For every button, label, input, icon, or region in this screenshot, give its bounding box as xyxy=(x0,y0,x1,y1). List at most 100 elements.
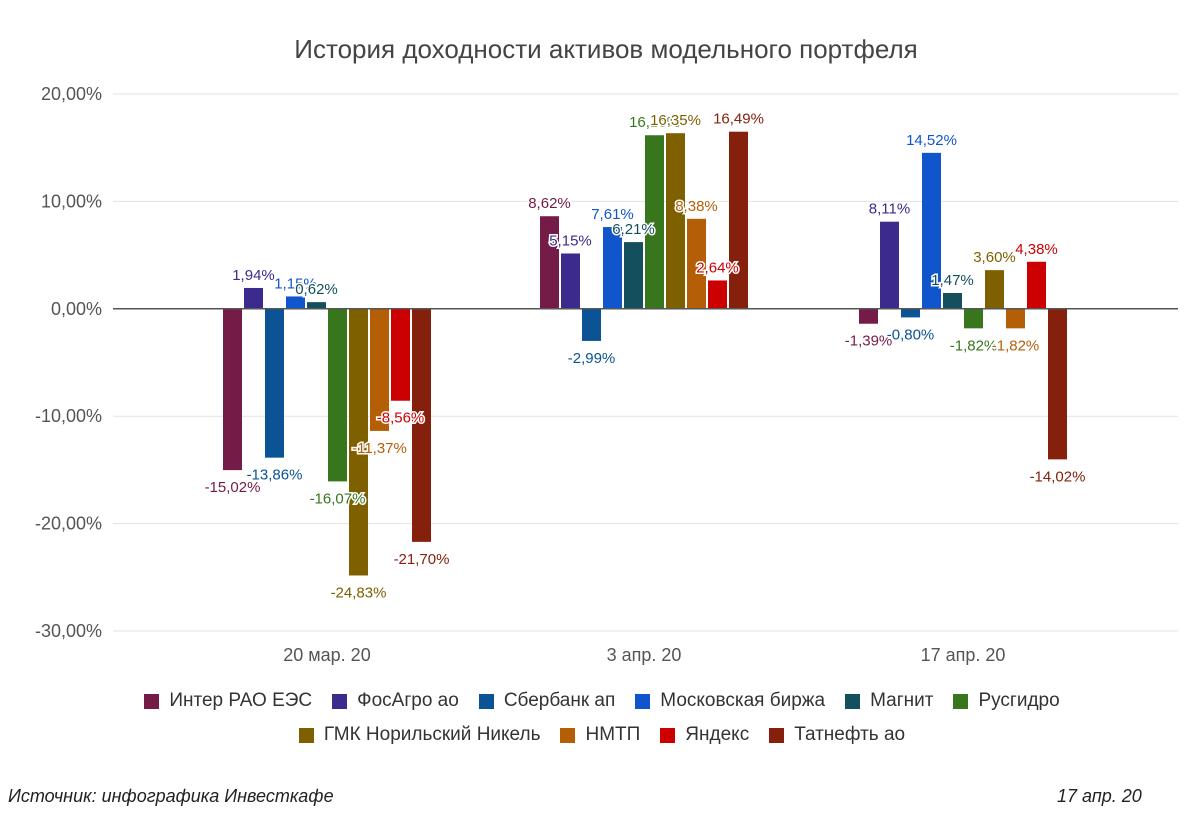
chart-title: История доходности активов модельного по… xyxy=(294,34,917,64)
data-label: 1,15% xyxy=(274,275,317,292)
bar xyxy=(540,216,559,309)
legend-label: Яндекс xyxy=(685,724,750,745)
legend-item: Татнефть ао xyxy=(769,724,905,746)
bar xyxy=(1048,308,1067,460)
data-label: 16,49% xyxy=(713,111,764,128)
data-label: 3,60% xyxy=(973,249,1016,266)
legend-item: ГМК Норильский Никель xyxy=(298,724,541,746)
data-label: 2,64% xyxy=(696,259,739,276)
legend-row-1: Интер РАО ЕЭС ФосАгро ао Сбербанк ап Москов… xyxy=(0,684,1204,718)
legend-swatch xyxy=(953,693,969,709)
x-tick-label: 20 мар. 20 xyxy=(283,645,370,665)
legend-swatch xyxy=(660,727,676,743)
data-label: -1,82% xyxy=(992,337,1040,354)
data-label: 6,21% xyxy=(612,221,655,238)
source-note: Источник: инфографика Инвесткафе xyxy=(8,786,334,806)
y-axis: 20,00% 10,00% 0,00% -10,00% -20,00% -30,00% xyxy=(35,84,102,641)
data-labels: -15,02% 8,62% -1,39% 1,94% 5,15% 8,11% -13,86%… xyxy=(203,109,1087,603)
legend-swatch xyxy=(560,727,576,743)
legend-label: НМТП xyxy=(585,724,641,745)
y-tick-label: -10,00% xyxy=(35,406,102,426)
data-label: 5,15% xyxy=(549,232,592,249)
bar xyxy=(223,308,242,471)
data-label: 4,38% xyxy=(1015,241,1058,258)
bar xyxy=(307,302,326,309)
data-label: -21,70% xyxy=(394,551,450,568)
legend-label: Русгидро xyxy=(978,690,1060,711)
data-label: 16,16% xyxy=(629,114,680,131)
bar xyxy=(370,308,389,431)
bar xyxy=(666,133,685,309)
legend-item: НМТП xyxy=(560,724,640,746)
legend-label: Московская биржа xyxy=(660,690,826,711)
x-tick-label: 17 апр. 20 xyxy=(921,645,1006,665)
chart-legend: Интер РАО ЕЭС ФосАгро ао Сбербанк ап Москов… xyxy=(0,684,1204,752)
legend-swatch xyxy=(298,727,314,743)
data-label: -1,82% xyxy=(950,337,998,354)
data-label: -0,80% xyxy=(887,326,935,343)
bar xyxy=(603,227,622,309)
legend-label: Сбербанк ап xyxy=(503,690,616,711)
data-label: -2,99% xyxy=(568,350,616,367)
bar xyxy=(985,270,1004,309)
legend-swatch xyxy=(845,693,861,709)
y-tick-label: -30,00% xyxy=(35,621,102,641)
data-label: 0,62% xyxy=(295,281,338,298)
y-tick-label: -20,00% xyxy=(35,514,102,534)
data-label: 16,35% xyxy=(650,112,701,129)
data-label: 8,11% xyxy=(869,201,910,218)
y-tick-label: 20,00% xyxy=(41,84,102,104)
legend-swatch xyxy=(769,727,785,743)
data-label: 14,52% xyxy=(906,132,957,149)
bar xyxy=(859,308,878,324)
bar xyxy=(561,253,580,309)
data-label: -11,37% xyxy=(352,440,407,457)
bar xyxy=(328,308,347,482)
data-label: -14,02% xyxy=(1030,468,1086,485)
data-label: 8,38% xyxy=(675,198,718,215)
legend-item: Магнит xyxy=(845,690,933,712)
legend-label: ФосАгро ао xyxy=(357,690,459,711)
data-label: 7,61% xyxy=(591,206,634,223)
legend-item: Сбербанк ап xyxy=(478,690,616,712)
bar xyxy=(1027,261,1046,309)
bar xyxy=(645,135,664,309)
data-label: 8,62% xyxy=(528,195,571,212)
legend-label: Татнефть ао xyxy=(794,724,906,745)
bar xyxy=(412,308,431,542)
data-label: -15,02% xyxy=(205,479,261,496)
legend-swatch xyxy=(635,693,651,709)
bar xyxy=(708,280,727,309)
legend-swatch xyxy=(478,693,494,709)
legend-label: ГМК Норильский Никель xyxy=(323,724,541,745)
bar xyxy=(880,221,899,309)
bar xyxy=(922,152,941,309)
y-tick-label: 0,00% xyxy=(51,299,102,319)
bar xyxy=(244,287,263,309)
data-label: -1,39% xyxy=(845,333,893,350)
chart-bars xyxy=(223,131,1067,576)
legend-item: Яндекс xyxy=(660,724,749,746)
legend-swatch xyxy=(332,693,348,709)
legend-label: Магнит xyxy=(870,690,934,711)
bar xyxy=(391,308,410,401)
legend-item: ФосАгро ао xyxy=(332,690,459,712)
data-label: -13,86% xyxy=(247,467,303,484)
x-axis: 20 мар. 20 3 апр. 20 17 апр. 20 xyxy=(283,645,1005,665)
data-label: -8,56% xyxy=(377,410,425,427)
chart-gridlines xyxy=(113,93,1178,632)
bar xyxy=(901,308,920,318)
bar xyxy=(964,308,983,329)
bar xyxy=(943,293,962,309)
bar xyxy=(582,308,601,341)
legend-row-2: ГМК Норильский Никель НМТП Яндекс Татнефть … xyxy=(0,718,1204,752)
legend-label: Интер РАО ЕЭС xyxy=(169,690,313,711)
bar-chart: История доходности активов модельного по… xyxy=(35,34,1178,665)
bar xyxy=(286,296,305,309)
data-label: 1,47% xyxy=(931,272,974,289)
legend-item: Московская биржа xyxy=(635,690,825,712)
legend-item: Интер РАО ЕЭС xyxy=(144,690,312,712)
bar xyxy=(265,308,284,458)
legend-swatch xyxy=(144,693,160,709)
bar xyxy=(729,131,748,309)
